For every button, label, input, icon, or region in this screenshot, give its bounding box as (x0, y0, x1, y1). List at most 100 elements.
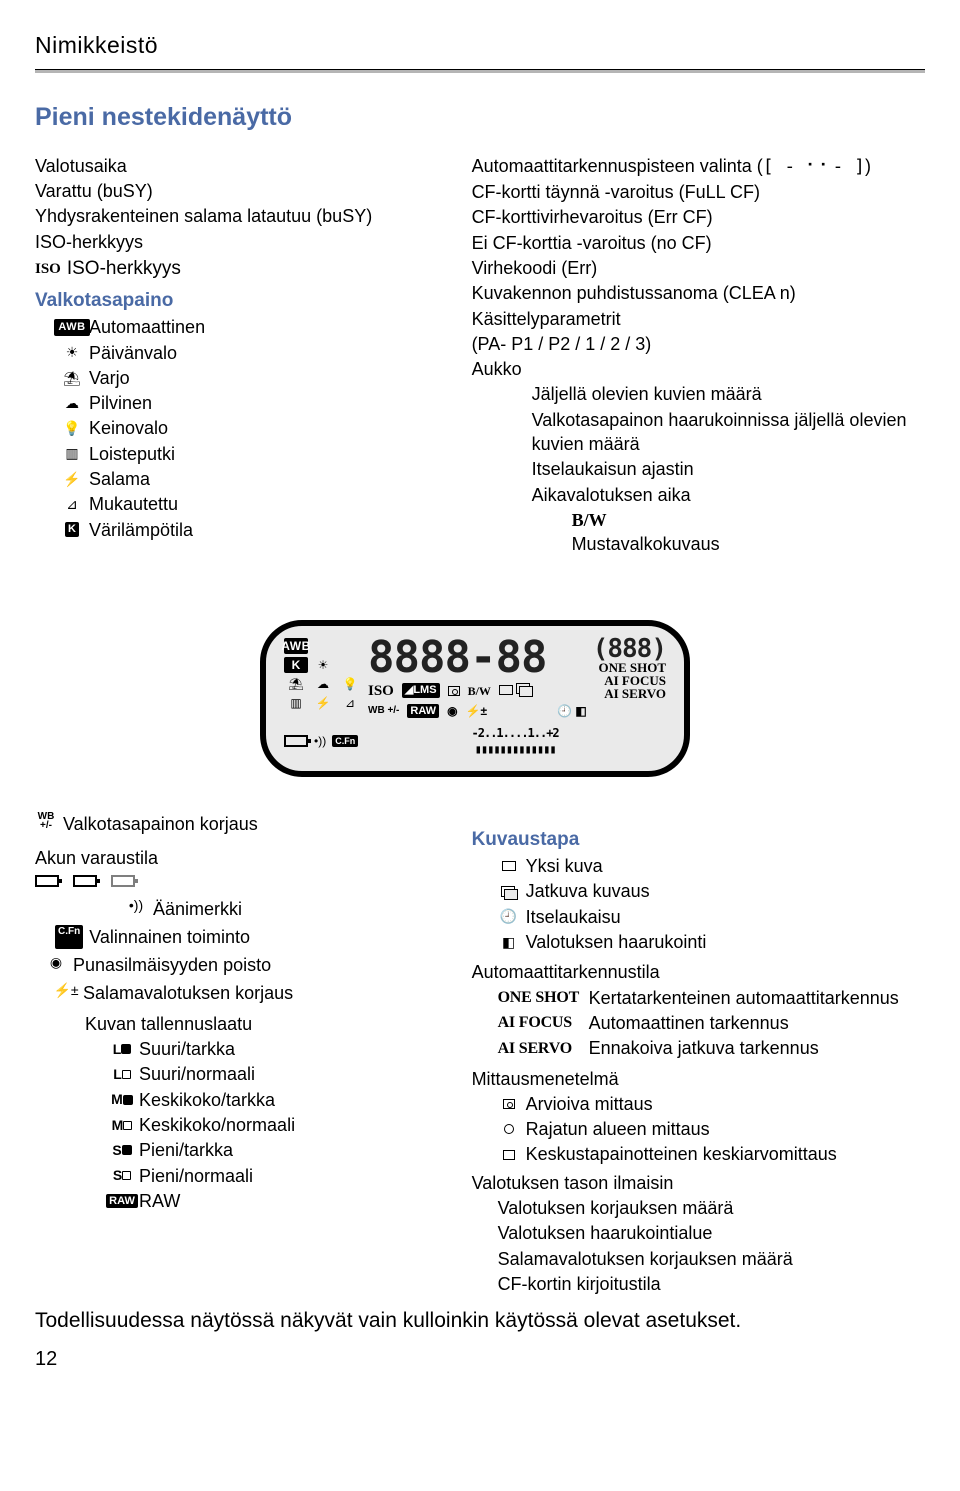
single-drive-icon (498, 857, 520, 875)
sun-icon: ☀ (61, 344, 83, 362)
kelvin-icon: K (65, 522, 79, 537)
flash-icon: ⚡ (61, 470, 83, 488)
lcd-panel: AWB K☀ ⛱☁💡 ▥⚡⊿ 8888-88 ISO ◢LMS B/W WB +… (260, 620, 690, 777)
page-number: 12 (35, 1346, 925, 1373)
redeye-icon: ◉ (45, 953, 67, 971)
label-flash-comp: Salamavalotuksen korjaus (83, 981, 293, 1005)
wb-daylight: Päivänvalo (89, 341, 177, 365)
expo-aeb: Valotuksen haarukointialue (498, 1221, 925, 1245)
label-params: Käsittelyparametrit (472, 307, 925, 331)
battery-half-icon (73, 875, 97, 887)
m-fine-icon: M (111, 1091, 133, 1109)
label-no-cf: Ei CF-korttia -varoitus (no CF) (472, 231, 925, 255)
drive-heading: Kuvaustapa (472, 827, 925, 853)
battery-heading: Akun varaustila (35, 846, 454, 870)
wb-custom: Mukautettu (89, 492, 178, 516)
af-aiservo: Ennakoiva jatkuva tarkennus (589, 1036, 819, 1060)
lcd-iso-icon: ISO (368, 681, 394, 701)
continuous-drive-icon (498, 883, 520, 901)
label-cf-err: CF-korttivirhevaroitus (Err CF) (472, 205, 925, 229)
label-beep: Äänimerkki (153, 897, 242, 921)
bulb-icon: 💡 (61, 420, 83, 438)
lcd-custom-icon: ⊿ (338, 695, 362, 711)
af-aifocus: Automaattinen tarkennus (589, 1011, 789, 1035)
lcd-drive-icons (499, 683, 532, 699)
lcd-meter-icon (448, 683, 460, 699)
label-bw: Mustavalkokuvaus (572, 532, 925, 556)
custom-wb-icon: ⊿ (61, 495, 83, 513)
iso-icon: ISO (35, 259, 61, 279)
wb-tungsten: Keinovalo (89, 416, 168, 440)
s-fine-icon: S (111, 1141, 133, 1159)
label-err: Virhekoodi (Err) (472, 256, 925, 280)
label-shutter: Valotusaika (35, 154, 454, 178)
aifocus-symbol: AI FOCUS (498, 1012, 583, 1034)
wb-correction: Valkotasapainon korjaus (63, 812, 258, 836)
label-iso-icon: ISO-herkkyys (67, 256, 181, 282)
lcd-bw-icon: B/W (468, 683, 491, 699)
meter-cw: Keskustapainotteinen keskiarvomittaus (526, 1142, 837, 1166)
expo-write: CF-kortin kirjoitustila (498, 1272, 925, 1296)
wb-shade: Varjo (89, 366, 130, 390)
quality-heading: Kuvan tallennuslaatu (85, 1012, 454, 1036)
label-af-point: Automaattitarkennuspisteen valinta ([ - … (472, 154, 925, 179)
footer-note: Todellisuudessa näytössä näkyvät vain ku… (35, 1307, 925, 1335)
wb-auto: Automaattinen (89, 315, 205, 339)
drive-self: Itselaukaisu (526, 905, 621, 929)
q-raw: RAW (139, 1189, 180, 1213)
aiservo-symbol: AI SERVO (498, 1038, 583, 1060)
q-m-norm: Keskikoko/normaali (139, 1113, 295, 1137)
fluorescent-icon: ▥ (61, 445, 83, 463)
label-shots-left: Jäljellä olevien kuvien määrä (532, 382, 925, 406)
lcd-awb-icon: AWB (284, 638, 308, 654)
wb-fluorescent: Loisteputki (89, 442, 175, 466)
battery-full-icon (35, 875, 59, 887)
q-s-norm: Pieni/normaali (139, 1164, 253, 1188)
expo-heading: Valotuksen tason ilmaisin (472, 1171, 925, 1195)
lcd-seg-right: (888) (593, 638, 666, 661)
meter-eval: Arvioiva mittaus (526, 1092, 653, 1116)
drive-cont: Jatkuva kuvaus (526, 879, 650, 903)
lcd-wb-icon: WB +/- (368, 704, 399, 718)
lcd-cloud-icon: ☁ (311, 676, 335, 692)
q-l-norm: Suuri/normaali (139, 1062, 255, 1086)
lcd-flash-icon: ⚡ (311, 695, 335, 711)
lcd-scale: -2..1....1..+2 (472, 726, 559, 740)
beep-icon: •)) (125, 897, 147, 915)
lcd-fec-icon: ⚡± (466, 703, 488, 719)
section-title: Pieni nestekidenäyttö (35, 101, 925, 135)
drive-bracket: Valotuksen haarukointi (526, 930, 707, 954)
lcd-lms-icon: ◢LMS (402, 683, 440, 698)
flash-comp-icon: ⚡± (55, 981, 77, 999)
partial-meter-icon (498, 1120, 520, 1138)
lcd-sun-icon: ☀ (311, 657, 335, 673)
label-cf-full: CF-kortti täynnä -varoitus (FuLL CF) (472, 180, 925, 204)
awb-icon: AWB (54, 319, 89, 336)
label-clean: Kuvakennon puhdistussanoma (CLEA n) (472, 281, 925, 305)
bw-symbol: B/W (572, 508, 925, 532)
label-wb-bkt-left: Valkotasapainon haarukoinnissa jäljellä … (532, 408, 925, 457)
af-oneshot: Kertatarkenteinen automaattitarkennus (589, 986, 899, 1010)
selftimer-icon: 🕘 (498, 908, 520, 926)
drive-single: Yksi kuva (526, 854, 603, 878)
s-norm-icon: S (111, 1167, 133, 1185)
afmode-heading: Automaattitarkennustila (472, 960, 925, 984)
label-params-list: (PA- P1 / P2 / 1 / 2 / 3) (472, 332, 925, 356)
l-fine-icon: L (111, 1040, 133, 1058)
meter-partial: Rajatun alueen mittaus (526, 1117, 710, 1141)
meter-heading: Mittausmenetelmä (472, 1067, 925, 1091)
label-aperture: Aukko (472, 357, 522, 381)
oneshot-symbol: ONE SHOT (498, 987, 583, 1009)
lcd-raw-icon: RAW (407, 704, 439, 719)
wb-kelvin: Värilämpötila (89, 518, 193, 542)
q-s-fine: Pieni/tarkka (139, 1138, 233, 1162)
lcd-fluor-icon: ▥ (284, 695, 308, 711)
wb-flash: Salama (89, 467, 150, 491)
lcd-shade-icon: ⛱ (284, 676, 308, 692)
l-norm-icon: L (111, 1065, 133, 1083)
raw-icon: RAW (106, 1194, 138, 1209)
lcd-k-icon: K (284, 657, 308, 673)
cloud-icon: ☁ (61, 394, 83, 412)
cw-meter-icon (498, 1146, 520, 1164)
wb-correction-icon: WB +/- (35, 812, 57, 830)
